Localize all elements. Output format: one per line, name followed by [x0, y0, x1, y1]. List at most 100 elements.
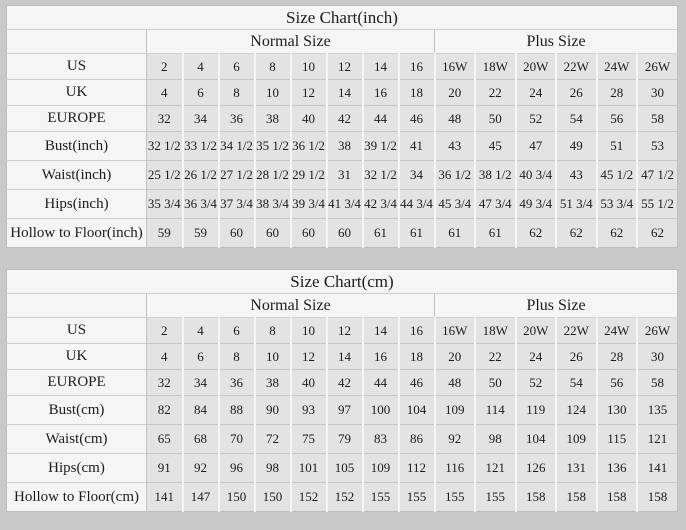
size-cell: 98	[253, 453, 291, 483]
size-cell: 32 1/2	[361, 160, 399, 190]
size-cell: 24W	[595, 53, 637, 80]
row-label: EUROPE	[6, 369, 147, 396]
table-row: US 2 4 6 8 10 12 14 16 16W 18W 20W 22W 24W 26W	[6, 53, 678, 80]
size-cell: 20W	[514, 317, 556, 344]
size-cell: 112	[397, 453, 435, 483]
size-cell: 96	[217, 453, 255, 483]
size-cell: 6	[181, 343, 219, 370]
size-cell: 48	[433, 105, 475, 132]
size-cell: 61	[474, 218, 516, 248]
size-cell: 20W	[514, 53, 556, 80]
size-cell: 32	[146, 105, 183, 132]
size-cell: 4	[181, 53, 219, 80]
size-cell: 16W	[433, 317, 475, 344]
row-label: Hollow to Floor(inch)	[6, 218, 147, 248]
size-cell: 152	[325, 482, 363, 512]
size-cell: 68	[181, 424, 219, 454]
size-cell: 28	[595, 343, 637, 370]
size-cell: 38 1/2	[474, 160, 516, 190]
size-cell: 43	[433, 131, 475, 161]
size-cell: 141	[636, 453, 678, 483]
size-cell: 42	[325, 105, 363, 132]
plus-size-header: Plus Size	[434, 29, 678, 54]
size-cell: 4	[181, 317, 219, 344]
size-cell: 34	[181, 105, 219, 132]
size-cell: 41 3/4	[325, 189, 363, 219]
size-cell: 124	[555, 395, 597, 425]
size-cell: 91	[146, 453, 183, 483]
normal-size-header: Normal Size	[146, 29, 435, 54]
size-cell: 70	[217, 424, 255, 454]
size-cell: 65	[146, 424, 183, 454]
size-cell: 152	[289, 482, 327, 512]
table-row: UK 4 6 8 10 12 14 16 18 20 22 24 26 28 30	[6, 343, 678, 370]
size-cell: 84	[181, 395, 219, 425]
size-cell: 16	[361, 79, 399, 106]
title-row: Size Chart(cm)	[6, 269, 678, 294]
size-cell: 47	[514, 131, 556, 161]
size-cell: 18W	[474, 53, 516, 80]
size-cell: 32	[146, 369, 183, 396]
size-cell: 88	[217, 395, 255, 425]
size-cell: 97	[325, 395, 363, 425]
size-cell: 104	[514, 424, 556, 454]
size-cell: 62	[514, 218, 556, 248]
size-cell: 50	[474, 105, 516, 132]
size-cell: 40 3/4	[514, 160, 556, 190]
size-cell: 16W	[433, 53, 475, 80]
size-cell: 109	[433, 395, 475, 425]
size-cell: 155	[474, 482, 516, 512]
size-cell: 44 3/4	[397, 189, 435, 219]
size-cell: 24W	[595, 317, 637, 344]
size-cell: 18	[397, 79, 435, 106]
size-cell: 121	[474, 453, 516, 483]
row-label: Waist(cm)	[6, 424, 147, 454]
size-cell: 26	[555, 343, 597, 370]
size-cell: 56	[595, 105, 637, 132]
size-cell: 47 3/4	[474, 189, 516, 219]
size-cell: 48	[433, 369, 475, 396]
size-cell: 14	[361, 317, 399, 344]
table-row: Hips(cm) 91 92 96 98 101 105 109 112 116 121 126 131…	[6, 453, 678, 483]
size-cell: 150	[253, 482, 291, 512]
size-cell: 36	[217, 369, 255, 396]
size-cell: 126	[514, 453, 556, 483]
row-label: UK	[6, 343, 147, 370]
size-cell: 55 1/2	[636, 189, 678, 219]
size-cell: 20	[433, 79, 475, 106]
row-label: Hips(cm)	[6, 453, 147, 483]
size-cell: 26 1/2	[181, 160, 219, 190]
table-title-cm: Size Chart(cm)	[6, 269, 678, 294]
size-cell: 105	[325, 453, 363, 483]
size-cell: 59	[146, 218, 183, 248]
size-cell: 61	[361, 218, 399, 248]
size-cell: 60	[217, 218, 255, 248]
size-cell: 155	[361, 482, 399, 512]
size-cell: 58	[636, 369, 678, 396]
table-row: Bust(cm) 82 84 88 90 93 97 100 104 109 114 119 124 13…	[6, 395, 678, 425]
table-row: UK 4 6 8 10 12 14 16 18 20 22 24 26 28 30	[6, 79, 678, 106]
size-cell: 41	[397, 131, 435, 161]
corner-cell	[6, 293, 147, 318]
size-cell: 29 1/2	[289, 160, 327, 190]
size-cell: 34 1/2	[217, 131, 255, 161]
size-cell: 38	[253, 105, 291, 132]
size-cell: 44	[361, 105, 399, 132]
size-cell: 40	[289, 105, 327, 132]
size-cell: 8	[253, 53, 291, 80]
size-cell: 54	[555, 369, 597, 396]
size-cell: 24	[514, 79, 556, 106]
size-cell: 12	[325, 53, 363, 80]
size-cell: 18W	[474, 317, 516, 344]
row-label: US	[6, 317, 147, 344]
size-cell: 60	[325, 218, 363, 248]
size-cell: 147	[181, 482, 219, 512]
size-cell: 36	[217, 105, 255, 132]
size-cell: 58	[636, 105, 678, 132]
size-cell: 136	[595, 453, 637, 483]
size-cell: 150	[217, 482, 255, 512]
size-cell: 31	[325, 160, 363, 190]
size-cell: 4	[146, 343, 183, 370]
size-cell: 61	[433, 218, 475, 248]
